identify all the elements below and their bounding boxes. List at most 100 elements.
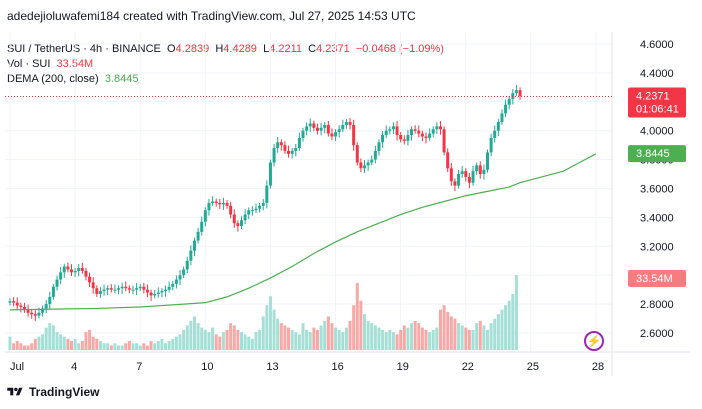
volume-bar [493,318,497,350]
volume-bar [482,325,486,350]
price-badge-text: 01:06:41 [636,103,679,115]
volume-bar [514,275,518,350]
volume-bar [26,345,30,350]
volume-bar [305,329,309,350]
volume-bar [373,325,377,350]
x-tick-label: 10 [201,361,213,373]
volume-bar [189,320,193,350]
candle-body [247,210,251,215]
candle-body [254,208,258,211]
x-tick-label: 4 [71,361,77,373]
volume-bar [138,345,142,350]
volume-bar [478,320,482,350]
candle-body [381,135,385,143]
credit-text: adedejioluwafemi184 created with Trading… [7,9,416,23]
volume-bar [131,343,135,350]
candle-body [106,288,110,290]
candle-body [330,133,334,137]
volume-bar [12,343,16,350]
x-tick-label: 7 [136,361,142,373]
volume-bar [308,332,312,350]
volume-bar [297,334,301,350]
volume-bar [323,320,327,350]
volume-badge-bg [628,270,686,287]
candle-body [113,289,117,291]
volume-bar [279,323,283,350]
candle-body [59,272,63,280]
candle-body [138,286,142,289]
candle-body [417,130,421,134]
candle-body [438,126,442,130]
dema-label[interactable]: DEMA (200, close) [7,73,99,85]
volume-bar [467,329,471,350]
low-label: L [263,43,270,55]
volume-bar [334,327,338,350]
candle-body [359,162,363,169]
volume-label[interactable]: Vol · SUI [7,58,51,70]
candle-body [420,133,424,137]
volume-bar [272,309,276,350]
volume-bar [363,314,367,350]
lightning-icon[interactable]: ⚡ [584,331,604,351]
volume-badge-text: 33.54M [636,273,673,285]
volume-bar [475,323,479,350]
volume-bar [283,325,287,350]
candle-body [406,135,410,141]
candle-body [326,124,330,134]
candle-body [232,214,236,224]
candle-body [366,162,370,166]
chart-legend: SUI / TetherUS · 4h · BINANCE O4.2839 H4… [7,42,444,87]
candle-body [272,148,276,163]
candle-body [69,269,73,273]
candle-body [435,126,439,130]
candle-body [214,201,218,203]
candle-body [117,288,121,290]
volume-bar [261,316,265,350]
volume-bar [117,345,121,350]
volume-bar [395,334,399,350]
volume-bar [442,305,446,350]
candle-body [51,286,55,297]
candle-body [507,98,511,105]
candle-body [98,291,102,294]
volume-bar [287,327,291,350]
candle-body [203,210,207,222]
y-tick-label: 4.4000 [640,68,674,80]
volume-bar [196,323,200,350]
volume-bar [77,343,81,350]
x-tick-label: Jul [10,361,24,373]
volume-bar [174,336,178,350]
volume-bar [30,343,34,350]
volume-bar [258,329,262,350]
volume-bar [153,343,157,350]
volume-bar [413,320,417,350]
volume-bar [240,332,244,350]
volume-bar [301,323,305,350]
volume-bar [460,325,464,350]
volume-bar [182,329,186,350]
candle-body [410,129,414,136]
volume-bar [370,323,374,350]
volume-bar [268,296,272,350]
candle-body [460,171,464,175]
y-tick-label: 3.2000 [640,241,674,253]
symbol-label[interactable]: SUI / TetherUS · 4h · BINANCE [7,43,161,55]
candle-body [496,122,500,131]
candle-body [457,174,461,186]
volume-bar [109,345,113,350]
volume-bar [438,309,442,350]
candle-body [268,162,272,186]
volume-bar [51,325,55,350]
candle-body [424,136,428,138]
candle-body [84,270,88,277]
candle-body [160,291,164,293]
volume-bar [377,327,381,350]
x-tick-label: 25 [527,361,539,373]
volume-bar [276,318,280,350]
candle-body [442,129,446,153]
volume-bar [247,336,251,350]
candle-body [312,123,316,128]
volume-bar [290,329,294,350]
candle-body [135,288,139,290]
